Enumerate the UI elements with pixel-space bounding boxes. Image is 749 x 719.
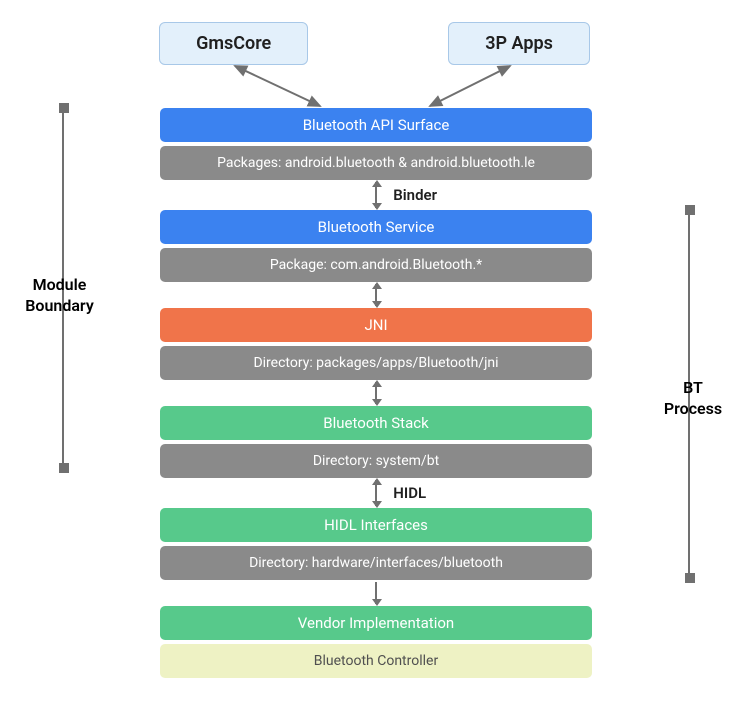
block-hidl-if: HIDL Interfaces xyxy=(160,508,592,542)
block-bt-stack-dir: Directory: system/bt xyxy=(160,444,592,478)
top-arrows xyxy=(0,60,749,112)
label-binder: Binder xyxy=(393,186,437,204)
block-api-surface: Bluetooth API Surface xyxy=(160,108,592,142)
block-service: Bluetooth Service xyxy=(160,210,592,244)
block-vendor: Vendor Implementation xyxy=(160,606,592,640)
block-jni-dir: Directory: packages/apps/Bluetooth/jni xyxy=(160,346,592,380)
boundary-btprocess-label: BT Process xyxy=(658,378,728,420)
gap-hidl: HIDL xyxy=(160,478,592,508)
label-hidl: HIDL xyxy=(393,484,426,502)
block-api-packages: Packages: android.bluetooth & android.bl… xyxy=(160,146,592,180)
block-hidl-dir: Directory: hardware/interfaces/bluetooth xyxy=(160,546,592,580)
block-jni: JNI xyxy=(160,308,592,342)
gap-2 xyxy=(160,380,592,406)
gap-binder: Binder xyxy=(160,180,592,210)
block-bt-stack: Bluetooth Stack xyxy=(160,406,592,440)
top-box-3papps: 3P Apps xyxy=(448,22,590,65)
gap-1 xyxy=(160,282,592,308)
block-controller: Bluetooth Controller xyxy=(160,644,592,678)
top-box-gmscore: GmsCore xyxy=(159,22,308,65)
stack: Bluetooth API Surface Packages: android.… xyxy=(160,108,592,678)
gap-3 xyxy=(160,580,592,606)
top-row: GmsCore 3P Apps xyxy=(0,22,749,65)
boundary-module-label: Module Boundary xyxy=(12,275,107,317)
block-service-pkg: Package: com.android.Bluetooth.* xyxy=(160,248,592,282)
